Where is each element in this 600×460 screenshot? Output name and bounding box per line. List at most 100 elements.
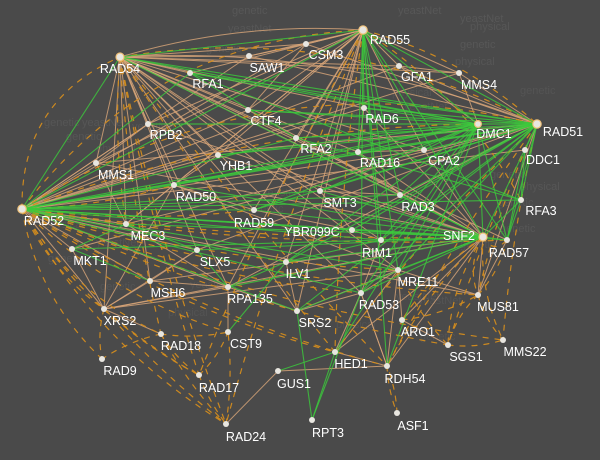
node-dot[interactable] [384, 363, 390, 369]
gene-node-rad57[interactable]: RAD57 [489, 237, 529, 260]
gene-node-rad3[interactable]: RAD3 [397, 192, 435, 214]
node-dot[interactable] [246, 53, 252, 59]
gene-node-xrs2[interactable]: XRS2 [101, 306, 136, 328]
gene-node-yhb1[interactable]: YHB1 [215, 152, 252, 173]
node-dot[interactable] [293, 135, 299, 141]
node-dot[interactable] [532, 119, 542, 129]
gene-node-ybr099c[interactable]: YBR099C [284, 225, 355, 239]
node-dot[interactable] [93, 160, 99, 166]
gene-node-mkt1[interactable]: MKT1 [69, 246, 107, 268]
node-dot[interactable] [158, 331, 164, 337]
gene-node-rdh54[interactable]: RDH54 [384, 363, 426, 386]
node-dot[interactable] [303, 41, 309, 47]
gene-node-rad54[interactable]: RAD54 [100, 52, 140, 76]
node-dot[interactable] [317, 188, 323, 194]
gene-node-ddc1[interactable]: DDC1 [522, 147, 560, 167]
node-dot[interactable] [225, 329, 231, 335]
gene-node-rad59[interactable]: RAD59 [234, 207, 274, 230]
node-dot[interactable] [421, 147, 427, 153]
node-dot[interactable] [245, 107, 251, 113]
gene-node-rfa2[interactable]: RFA2 [293, 135, 332, 156]
node-dot[interactable] [332, 349, 338, 355]
gene-node-rad51[interactable]: RAD51 [532, 119, 583, 139]
node-dot[interactable] [397, 192, 403, 198]
gene-node-gfa1[interactable]: GFA1 [396, 63, 433, 84]
gene-node-hed1[interactable]: HED1 [332, 349, 368, 371]
gene-node-rad55[interactable]: RAD55 [358, 25, 410, 47]
gene-node-srs2[interactable]: SRS2 [294, 308, 331, 330]
gene-node-rpa135[interactable]: RPA135 [225, 284, 273, 306]
gene-node-mms4[interactable]: MMS4 [456, 70, 497, 92]
gene-node-slx5[interactable]: SLX5 [194, 247, 230, 269]
node-dot[interactable] [445, 342, 451, 348]
node-dot[interactable] [349, 227, 355, 233]
gene-node-rpb2[interactable]: RPB2 [145, 121, 182, 142]
node-dot[interactable] [518, 197, 524, 203]
gene-node-rad17[interactable]: RAD17 [196, 372, 239, 395]
node-dot[interactable] [123, 221, 129, 227]
gene-node-rad9[interactable]: RAD9 [99, 356, 137, 378]
node-dot[interactable] [361, 105, 367, 111]
node-dot[interactable] [283, 259, 289, 265]
node-dot[interactable] [456, 70, 462, 76]
node-dot[interactable] [378, 237, 384, 243]
gene-node-rad50[interactable]: RAD50 [171, 182, 216, 204]
gene-node-smt3[interactable]: SMT3 [317, 188, 357, 210]
node-layer[interactable]: RAD54 RAD55 RAD52 RAD51 SNF2 DMC1 CSM3 SAW1 RFA1… [17, 25, 583, 444]
gene-node-rpt3[interactable]: RPT3 [309, 417, 344, 440]
gene-node-cst9[interactable]: CST9 [225, 329, 262, 351]
node-dot[interactable] [358, 290, 364, 296]
node-dot[interactable] [215, 152, 221, 158]
gene-node-csm3[interactable]: CSM3 [303, 41, 343, 62]
gene-node-ilv1[interactable]: ILV1 [283, 259, 310, 281]
gene-node-rad52[interactable]: RAD52 [17, 204, 64, 228]
node-dot[interactable] [99, 356, 105, 362]
node-dot[interactable] [187, 70, 193, 76]
node-dot[interactable] [394, 410, 400, 416]
node-dot[interactable] [504, 237, 510, 243]
gene-node-rfa1[interactable]: RFA1 [187, 70, 224, 91]
node-dot[interactable] [145, 121, 151, 127]
node-dot[interactable] [294, 308, 300, 314]
gene-node-mms1[interactable]: MMS1 [93, 160, 134, 182]
gene-node-mms22[interactable]: MMS22 [500, 337, 547, 359]
gene-node-rad18[interactable]: RAD18 [158, 331, 201, 353]
node-dot[interactable] [225, 284, 231, 290]
node-dot[interactable] [17, 204, 27, 214]
gene-node-mec3[interactable]: MEC3 [123, 221, 165, 243]
node-dot[interactable] [171, 182, 177, 188]
gene-node-rad53[interactable]: RAD53 [358, 290, 399, 312]
gene-node-ctf4[interactable]: CTF4 [245, 107, 282, 128]
node-dot[interactable] [69, 246, 75, 252]
gene-node-rad24[interactable]: RAD24 [223, 421, 266, 444]
gene-node-asf1[interactable]: ASF1 [394, 410, 429, 433]
node-dot[interactable] [309, 417, 315, 423]
node-dot[interactable] [223, 421, 229, 427]
gene-node-rad16[interactable]: RAD16 [355, 149, 400, 170]
node-dot[interactable] [196, 372, 202, 378]
node-dot[interactable] [500, 337, 506, 343]
node-dot[interactable] [101, 306, 107, 312]
gene-node-mre11[interactable]: MRE11 [395, 267, 438, 289]
gene-node-mus81[interactable]: MUS81 [475, 292, 519, 314]
gene-node-sgs1[interactable]: SGS1 [445, 342, 483, 364]
gene-node-rim1[interactable]: RIM1 [362, 237, 392, 260]
node-dot[interactable] [478, 232, 488, 242]
node-dot[interactable] [474, 119, 483, 128]
node-dot[interactable] [147, 278, 153, 284]
node-dot[interactable] [395, 267, 401, 273]
gene-node-rfa3[interactable]: RFA3 [518, 197, 557, 218]
gene-node-snf2[interactable]: SNF2 [443, 229, 488, 243]
node-dot[interactable] [522, 147, 528, 153]
gene-node-dmc1[interactable]: DMC1 [474, 119, 512, 141]
node-dot[interactable] [251, 207, 257, 213]
node-dot[interactable] [475, 292, 481, 298]
gene-node-gus1[interactable]: GUS1 [275, 368, 311, 391]
node-dot[interactable] [355, 149, 361, 155]
node-dot[interactable] [275, 368, 281, 374]
node-dot[interactable] [115, 52, 125, 62]
node-dot[interactable] [194, 247, 200, 253]
gene-node-aro1[interactable]: ARO1 [399, 317, 435, 339]
